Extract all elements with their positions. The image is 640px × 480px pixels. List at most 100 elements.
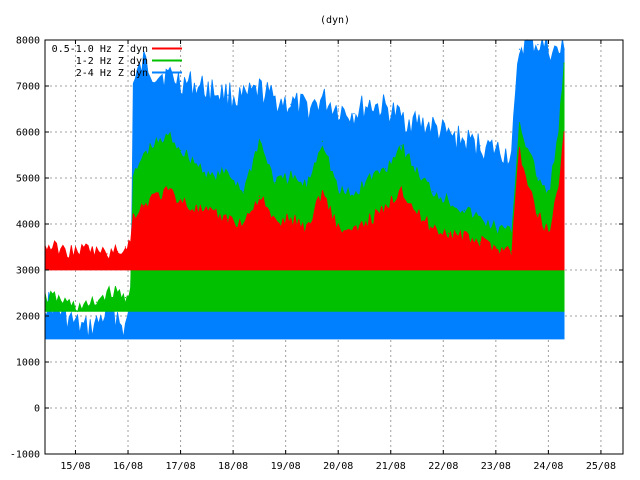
data-point [511,251,513,253]
x-tick-label: 16/08 [113,461,143,472]
data-point [384,168,387,170]
y-tick-label: 5000 [16,174,40,185]
y-tick-label: 4000 [16,220,40,231]
data-point [195,85,197,87]
x-tick-label: 25/08 [586,461,616,472]
data-point [369,177,371,179]
data-point [337,108,339,110]
data-point [64,315,66,317]
data-point [511,232,513,234]
data-point [143,205,145,207]
data-point [243,223,245,225]
data-point [64,251,66,253]
data-point [132,85,134,87]
data-point [518,149,521,151]
y-tick-label: 1000 [16,358,40,369]
data-point [463,209,465,211]
data-point [518,122,521,124]
data-point [537,177,539,179]
data-point [74,251,77,253]
data-point [384,209,387,211]
data-point [169,76,171,78]
data-point [53,297,56,299]
data-point [479,145,481,147]
data-point [290,103,292,105]
tick-layer: -1000 0 1000 2000 3000 4000 5000 6000 7000 8000 15… [10,36,623,472]
data-point [400,145,402,147]
legend-label: 1-2 Hz Z dyn [76,56,148,67]
data-point [432,126,434,128]
data-point [290,177,292,179]
data-point [116,292,119,294]
x-tick-label: 19/08 [271,461,301,472]
data-point [495,149,497,151]
data-point [95,324,98,326]
data-point [211,214,213,216]
data-point [74,324,77,326]
series-layer [44,39,565,340]
series-points-0 [44,39,565,331]
y-tick-label: -1000 [10,450,40,461]
data-point [369,103,371,105]
data-point [447,232,450,234]
data-point [227,172,229,174]
series-area-2 [45,131,565,271]
data-point [74,306,77,308]
data-point [511,154,513,156]
legend-label: 2-4 Hz Z dyn [76,68,148,79]
data-point [463,140,465,142]
data-point [337,191,339,193]
data-point [416,214,418,216]
data-point [195,209,197,211]
data-point [547,232,550,234]
data-point [353,195,355,197]
x-tick-label: 22/08 [428,461,458,472]
data-point [432,191,434,193]
x-tick-label: 24/08 [533,461,563,472]
data-point [195,163,197,165]
data-point [447,200,450,202]
data-point [526,186,529,188]
data-point [400,117,402,119]
data-point [180,80,182,82]
data-point [479,218,481,220]
data-point [106,292,108,294]
data-point [124,329,126,331]
data-point [227,218,229,220]
data-point [180,200,182,202]
data-point [64,301,66,303]
x-tick-label: 17/08 [166,461,196,472]
data-point [463,237,465,239]
data-point [495,246,497,248]
x-tick-label: 20/08 [323,461,353,472]
data-point [537,44,539,46]
data-point [53,246,56,248]
data-point [353,232,355,234]
data-point [416,122,418,124]
data-point [143,154,145,156]
data-point [116,315,119,317]
data-point [526,149,529,151]
series-points-1 [44,62,565,308]
data-point [518,48,521,50]
data-point [180,149,182,151]
data-point [558,131,560,133]
data-point [306,186,308,188]
y-tick-label: 2000 [16,312,40,323]
legend-label: 0.5-1.0 Hz Z dyn [52,44,148,55]
data-point [95,301,98,303]
data-point [211,90,213,92]
data-point [143,62,145,64]
data-point [416,172,418,174]
data-point [85,248,87,250]
data-point [132,177,134,179]
x-tick-label: 23/08 [481,461,511,472]
plot-frame [44,39,624,455]
data-point [227,94,229,96]
y-tick-label: 6000 [16,128,40,139]
y-tick-label: 3000 [16,266,40,277]
data-point [85,306,87,308]
data-point [563,131,565,133]
data-point [95,251,98,253]
